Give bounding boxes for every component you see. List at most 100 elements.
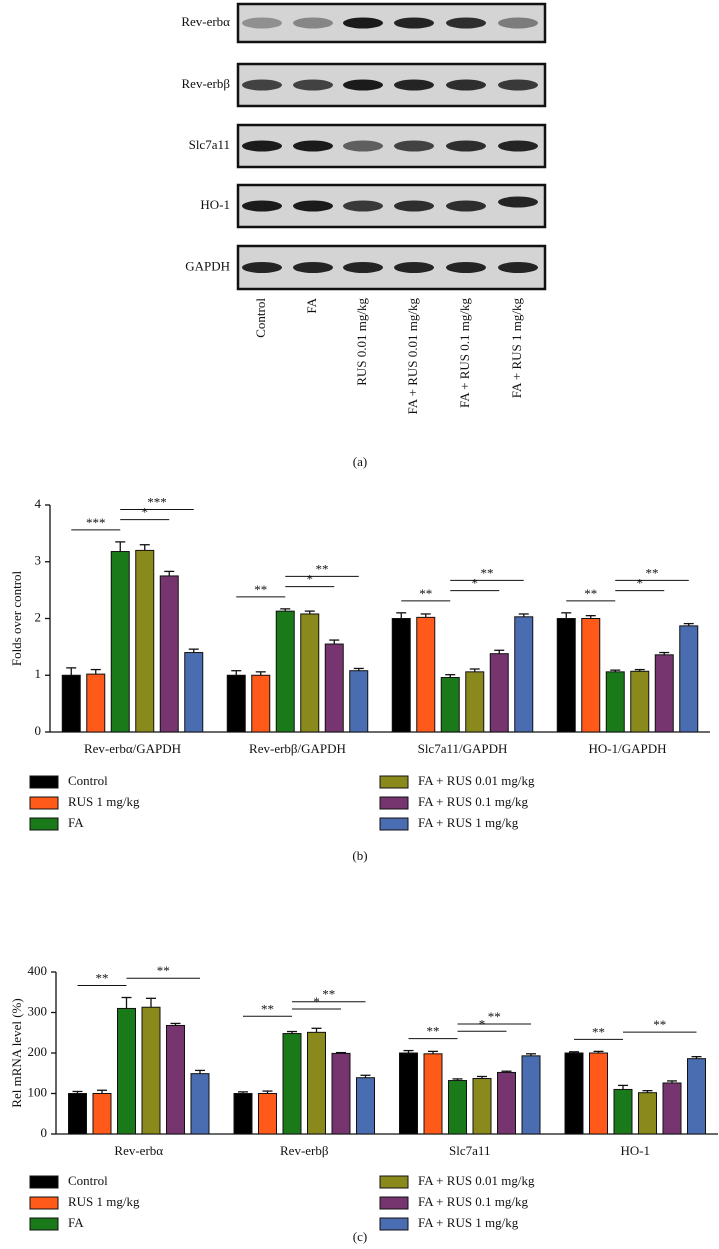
blot-frame — [236, 62, 547, 108]
legend-label: Control — [68, 773, 108, 788]
significance-label: ** — [584, 586, 597, 601]
bar — [233, 1093, 253, 1135]
bar — [92, 1093, 112, 1135]
bar — [613, 1088, 633, 1135]
bar — [300, 613, 320, 733]
bar — [324, 643, 344, 733]
blot-band — [242, 262, 282, 273]
bar — [251, 674, 271, 733]
significance-label: *** — [86, 515, 106, 530]
legend-swatch — [29, 796, 59, 810]
blot-frame — [236, 244, 547, 291]
blot-band — [394, 17, 434, 29]
legend-label: FA + RUS 1 mg/kg — [418, 1215, 519, 1230]
bar — [638, 1092, 657, 1135]
legend-swatch — [379, 796, 409, 810]
significance-label: ** — [592, 1024, 605, 1039]
bar — [465, 671, 485, 733]
legend-swatch — [29, 1196, 59, 1210]
y-tick-label: 1 — [35, 666, 42, 681]
blot-band — [446, 140, 486, 152]
legend-label: FA — [68, 1215, 84, 1230]
y-tick-label: 200 — [28, 1044, 48, 1059]
bar — [331, 1052, 351, 1135]
blot-row-label: GAPDH — [185, 258, 230, 273]
blot-row-label: Slc7a11 — [189, 137, 230, 152]
blot-band — [343, 17, 383, 29]
bar — [423, 1053, 443, 1135]
x-tick-label: Rev-erbα/GAPDH — [84, 741, 181, 756]
blot-column-label: FA — [304, 297, 319, 313]
bar — [440, 677, 460, 733]
y-tick-label: 0 — [35, 723, 42, 738]
bar — [564, 1052, 584, 1135]
blot-band — [498, 262, 538, 273]
bar — [581, 618, 601, 733]
blot-band — [293, 17, 333, 29]
bar — [687, 1058, 706, 1135]
legend-label: RUS 1 mg/kg — [68, 1194, 140, 1209]
blot-row-label: HO-1 — [200, 197, 230, 212]
blot-band — [293, 79, 333, 91]
y-tick-label: 0 — [41, 1125, 48, 1140]
blot-column-label: Control — [253, 298, 268, 338]
x-tick-label: Rev-erbα — [114, 1143, 163, 1158]
blot-frame — [236, 2, 547, 44]
blot-column-label: FA + RUS 0.1 mg/kg — [457, 298, 472, 409]
panel-caption: (c) — [353, 1229, 367, 1244]
blot-band — [293, 200, 333, 212]
bar — [399, 1052, 418, 1135]
legend-label: FA — [68, 815, 84, 830]
panel-caption: (b) — [352, 848, 367, 863]
x-tick-label: HO-1 — [620, 1143, 650, 1158]
y-axis-label: Folds over control — [9, 570, 24, 666]
bar — [159, 575, 179, 733]
y-tick-label: 2 — [35, 609, 42, 624]
y-axis-label: Rel mRNA level (%) — [9, 998, 24, 1107]
significance-label: ** — [481, 565, 494, 580]
blot-band — [343, 200, 383, 212]
legend-swatch — [379, 1175, 409, 1189]
blot-band — [446, 17, 486, 29]
bar — [226, 674, 246, 733]
legend-label: FA + RUS 0.1 mg/kg — [418, 1194, 529, 1209]
legend-swatch — [29, 1217, 59, 1231]
bar — [275, 610, 295, 733]
significance-label: ** — [254, 582, 267, 597]
x-tick-label: HO-1/GAPDH — [589, 741, 667, 756]
bar — [307, 1031, 326, 1135]
bar — [497, 1071, 516, 1135]
bar — [258, 1093, 277, 1135]
y-tick-label: 400 — [28, 963, 48, 978]
bar — [630, 670, 650, 733]
blot-band — [242, 79, 282, 91]
significance-label: ** — [96, 970, 109, 985]
legend-label: FA + RUS 0.01 mg/kg — [418, 773, 535, 788]
significance-label: ** — [488, 1009, 501, 1024]
blot-band — [446, 262, 486, 273]
legend-label: FA + RUS 0.1 mg/kg — [418, 794, 529, 809]
blot-band — [242, 17, 282, 29]
blot-band — [446, 79, 486, 91]
panel-caption: (a) — [353, 454, 367, 469]
y-tick-label: 300 — [28, 1003, 48, 1018]
blot-band — [242, 140, 282, 152]
bar — [68, 1093, 87, 1135]
x-tick-label: Slc7a11/GAPDH — [418, 741, 508, 756]
blot-band — [498, 196, 538, 208]
bar — [391, 618, 411, 733]
bar — [86, 673, 106, 733]
bar — [448, 1080, 467, 1135]
blot-row-label: Rev-erbα — [181, 14, 230, 29]
bar — [166, 1024, 185, 1135]
bar — [521, 1055, 541, 1135]
blot-frame — [236, 123, 547, 169]
significance-label: * — [637, 576, 644, 591]
y-tick-label: 4 — [35, 496, 42, 511]
bar — [184, 652, 204, 733]
y-tick-label: 100 — [28, 1084, 48, 1099]
significance-label: ** — [322, 987, 335, 1002]
bar — [356, 1077, 375, 1135]
x-tick-label: Rev-erbβ/GAPDH — [249, 741, 346, 756]
bar — [589, 1052, 608, 1135]
